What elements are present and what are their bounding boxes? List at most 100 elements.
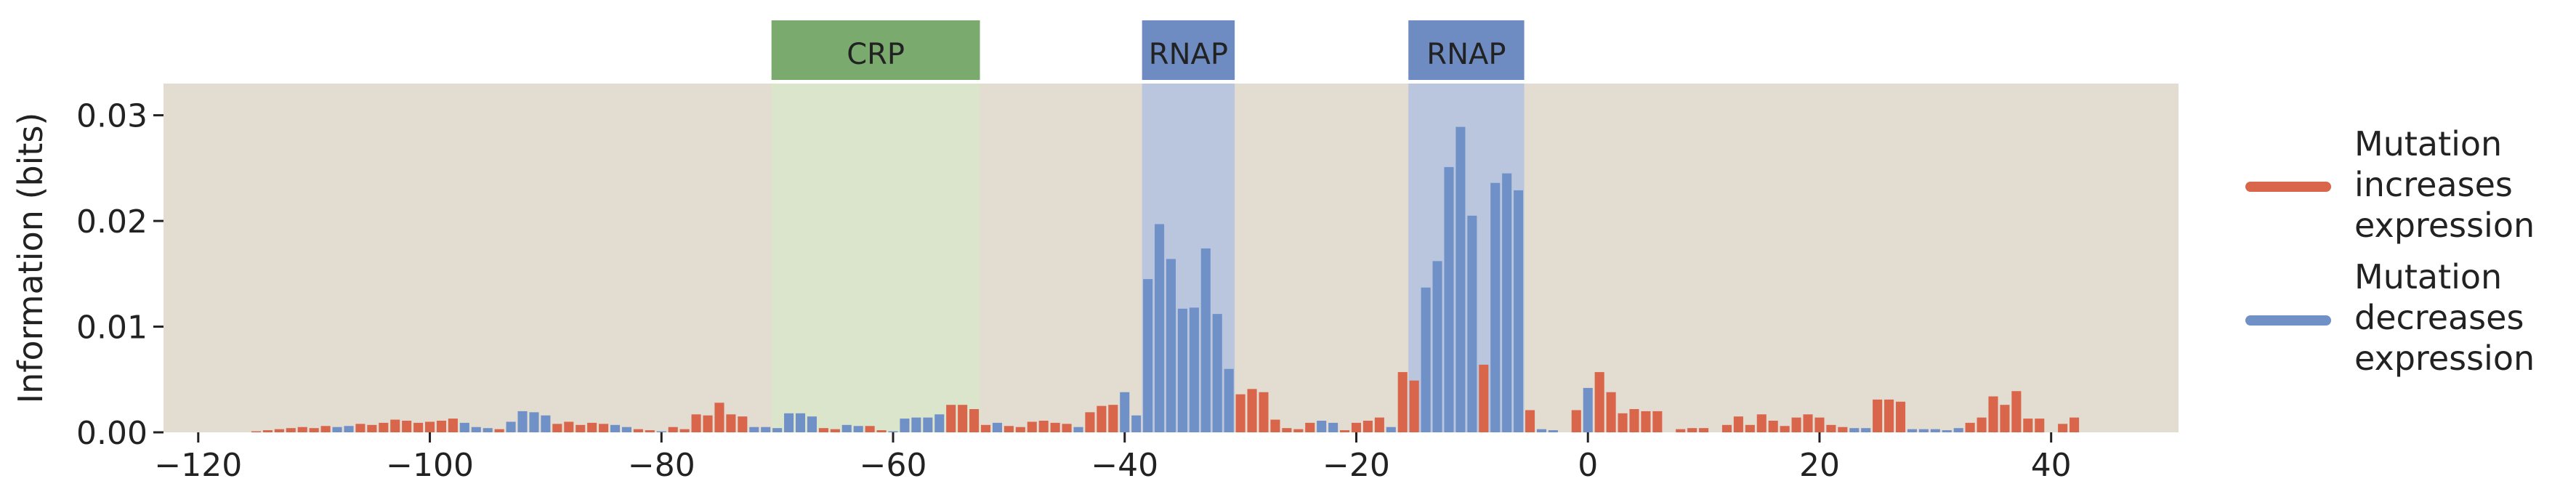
bar-pos-10 [1699,428,1708,432]
y-tick-label-0.03: 0.03 [76,98,148,135]
bar-pos--25 [1293,429,1303,432]
bar-pos--102 [402,421,411,432]
bar-pos--43 [1085,412,1094,432]
bar-pos--30 [1236,395,1245,432]
bar-pos--106 [355,424,365,432]
bar-pos-19 [1803,414,1812,432]
bar-pos--95 [483,428,493,432]
bar-pos--108 [333,427,342,432]
bar-pos-12 [1722,425,1732,432]
bar-pos--65 [831,429,840,432]
bar-pos--33 [1201,248,1211,432]
bar-pos--17 [1386,427,1396,432]
bar-pos--11 [1455,127,1465,432]
bar-pos--76 [703,416,712,432]
bar-pos--22 [1328,423,1338,432]
region-shade-crp-0 [772,84,980,432]
bar-pos-41 [2058,424,2067,432]
x-tick-label-0: 0 [1578,447,1598,484]
bar-pos--68 [796,413,805,432]
bar-pos--23 [1317,421,1326,432]
bar-pos--83 [622,427,631,432]
bar-pos--54 [958,405,967,432]
bar-pos--59 [900,419,909,432]
bar-pos--4 [1537,429,1546,432]
bar-pos--20 [1352,423,1361,432]
bar-pos--91 [529,412,538,432]
y-tick-label-0.01: 0.01 [76,310,148,347]
bar-pos--92 [518,411,528,432]
x-tick-label--40: −40 [1091,447,1158,484]
bar-pos--86 [587,423,597,432]
bar-pos--47 [1039,421,1049,432]
bar-pos--96 [472,427,481,432]
bar-pos--28 [1259,392,1268,432]
bar-pos--100 [425,421,435,432]
legend-swatch-decreases [2245,315,2331,326]
bar-pos-34 [1977,418,1987,432]
bar-pos--74 [726,414,735,432]
bar-pos-35 [1988,397,1998,432]
bar-pos--53 [969,409,979,432]
bar-pos--73 [738,416,747,432]
bar-pos--26 [1282,428,1291,432]
bar-pos-33 [1966,423,1975,432]
bar-pos--105 [367,425,376,432]
bar-pos-16 [1769,421,1778,432]
bar-pos--88 [564,421,573,432]
bar-pos-36 [2000,405,2009,432]
bar-pos-14 [1745,425,1755,432]
bar-pos-15 [1757,414,1767,432]
bar-pos-4 [1629,409,1639,432]
bar-pos--1 [1572,410,1581,432]
x-tick-label--80: −80 [628,447,695,484]
bar-pos--35 [1178,309,1187,432]
bar-pos--6 [1514,190,1523,432]
bar-pos--42 [1097,406,1106,432]
x-tick-label-20: 20 [1799,447,1840,484]
bar-pos--89 [552,424,562,432]
bar-pos--13 [1433,261,1442,432]
y-tick-label-0.02: 0.02 [76,203,148,241]
legend: Mutation increases expression Mutation d… [2245,124,2565,400]
bar-pos--90 [541,416,550,432]
bar-pos--113 [275,429,284,432]
bar-pos--104 [379,423,388,432]
bar-pos--110 [310,428,319,432]
bar-pos--62 [865,426,875,432]
bar-pos--5 [1525,410,1535,432]
legend-item-decreases: Mutation decreases expression [2245,262,2565,400]
bar-pos--41 [1108,405,1118,432]
bar-pos--14 [1421,288,1431,432]
bar-pos-13 [1734,416,1743,432]
bar-pos--112 [286,428,296,432]
x-tick-label--60: −60 [860,447,927,484]
bar-pos--99 [437,421,446,432]
bar-pos--63 [854,426,863,432]
bar-pos--58 [911,418,921,432]
bar-pos-31 [1942,430,1952,432]
bar-pos--36 [1166,259,1176,432]
bar-pos-9 [1687,428,1697,432]
bar-pos--51 [993,423,1002,432]
bar-pos--107 [344,426,353,432]
bar-pos-1 [1595,372,1604,432]
legend-swatch-increases [2245,182,2331,192]
bar-pos--49 [1016,427,1025,432]
bar-pos--19 [1363,421,1373,432]
bar-pos-17 [1780,426,1790,432]
bar-pos--71 [761,427,770,432]
bar-pos--56 [934,414,944,432]
bar-pos--70 [772,428,782,432]
region-label-rnap-2: RNAP [1426,38,1506,71]
bar-pos--82 [634,429,643,432]
bar-pos--21 [1340,430,1349,432]
bar-pos--97 [460,423,469,432]
bar-pos--66 [819,428,828,432]
bar-pos-37 [2011,391,2021,432]
bar-pos-3 [1618,413,1628,432]
bar-pos--81 [645,430,655,432]
bar-pos-38 [2023,419,2032,432]
bar-pos--109 [321,426,331,432]
bar-pos-6 [1652,411,1662,432]
